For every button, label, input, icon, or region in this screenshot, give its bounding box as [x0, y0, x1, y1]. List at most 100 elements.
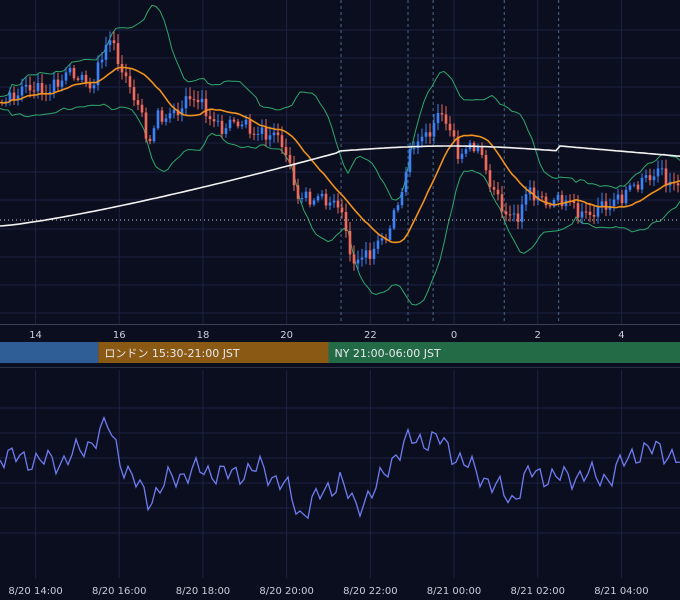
x-tick-label: 16 [113, 330, 126, 341]
oscillator-line [0, 415, 680, 520]
candle-body [420, 136, 424, 142]
candle-body [104, 45, 108, 60]
oscillator-x-axis: 8/20 14:00 8/20 16:00 8/20 18:00 8/20 20:00… [8, 586, 648, 597]
candle-body [368, 250, 372, 259]
candle-body [12, 92, 16, 101]
bollinger-bands [0, 4, 680, 306]
candle-body [260, 127, 264, 134]
moving-averages [0, 66, 680, 244]
ma-orange-line [0, 66, 680, 244]
candle-body [520, 204, 524, 222]
candle-body [372, 248, 376, 259]
candle-body [184, 96, 188, 109]
candle-body [36, 82, 40, 92]
candle-body [180, 108, 184, 116]
candle-body [504, 211, 508, 215]
session-bar: ロンドン 15:30-21:00 JST NY 21:00-06:00 JST [0, 342, 680, 363]
candle-body [596, 206, 600, 217]
candle-body [324, 193, 328, 206]
candle-body [332, 200, 336, 203]
candle-body [268, 135, 272, 140]
candle-body [508, 214, 512, 216]
candle-body [140, 104, 144, 113]
candle-body [612, 199, 616, 207]
candle-body [416, 141, 420, 149]
candle-body [188, 96, 192, 100]
x-tick-label: 18 [197, 330, 210, 341]
candle-body [252, 133, 256, 135]
candle-body [108, 40, 112, 46]
candle-body [356, 259, 360, 264]
session-label: ロンドン 15:30-21:00 JST [104, 347, 240, 360]
candle-body [460, 153, 464, 159]
candle-body [496, 189, 500, 195]
bollinger-upper [0, 4, 680, 201]
candle-body [164, 118, 168, 122]
candle-body [68, 67, 72, 73]
candle-body [616, 194, 620, 200]
candle-body [348, 230, 352, 255]
candle-body [280, 135, 284, 148]
candle-body [328, 202, 332, 206]
candle-body [344, 212, 348, 231]
candle-body [316, 196, 320, 201]
candle-body [592, 215, 596, 217]
candle-body [16, 95, 20, 101]
candle-body [248, 119, 252, 134]
candle-body [276, 132, 280, 136]
candle-body [28, 84, 32, 91]
candle-body [424, 132, 428, 137]
candle-body [40, 82, 44, 94]
candle-body [512, 213, 516, 215]
candle-body [624, 189, 628, 204]
main-panel-grid [0, 0, 680, 324]
candle-body [208, 116, 212, 120]
candle-body [660, 168, 664, 170]
candle-body [272, 132, 276, 136]
candle-body [296, 185, 300, 199]
x-tick-label: 22 [364, 330, 377, 341]
candle-body [352, 254, 356, 264]
x-tick-label: 4 [618, 330, 624, 341]
candle-body [448, 123, 452, 131]
candle-body [488, 170, 492, 188]
candle-body [336, 200, 340, 208]
candle-body [484, 154, 488, 171]
candle-body [88, 83, 92, 89]
candle-body [604, 201, 608, 210]
candle-body [292, 163, 296, 186]
candle-body [320, 193, 324, 197]
candle-body [456, 136, 460, 159]
candle-body [52, 79, 56, 93]
candle-body [652, 176, 656, 181]
candle-body [224, 128, 228, 134]
candle-body [300, 197, 304, 199]
candle-body [232, 119, 236, 122]
oscillator-grid [0, 370, 680, 578]
candle-body [552, 199, 556, 207]
candle-body [392, 210, 396, 229]
candle-body [408, 148, 412, 173]
candle-body [168, 113, 172, 119]
osc-x-tick-label: 8/21 02:00 [510, 586, 564, 597]
candle-body [500, 194, 504, 212]
main-x-axis: 14 16 18 20 22 0 2 4 [29, 330, 624, 341]
osc-x-tick-label: 8/20 20:00 [259, 586, 313, 597]
oscillator-series-line [0, 415, 680, 520]
candle-body [432, 122, 436, 137]
candle-body [112, 40, 116, 44]
candle-body [588, 211, 592, 216]
candle-body [32, 90, 36, 92]
candle-body [400, 191, 404, 206]
candle-body [64, 72, 68, 81]
candle-body [516, 213, 520, 222]
candle-body [204, 98, 208, 117]
candle-body [212, 119, 216, 122]
osc-x-tick-label: 8/21 04:00 [594, 586, 648, 597]
candle-body [176, 109, 180, 116]
candle-body [608, 206, 612, 210]
candle-body [216, 120, 220, 122]
candle-body [80, 74, 84, 80]
candle-body [76, 78, 80, 80]
